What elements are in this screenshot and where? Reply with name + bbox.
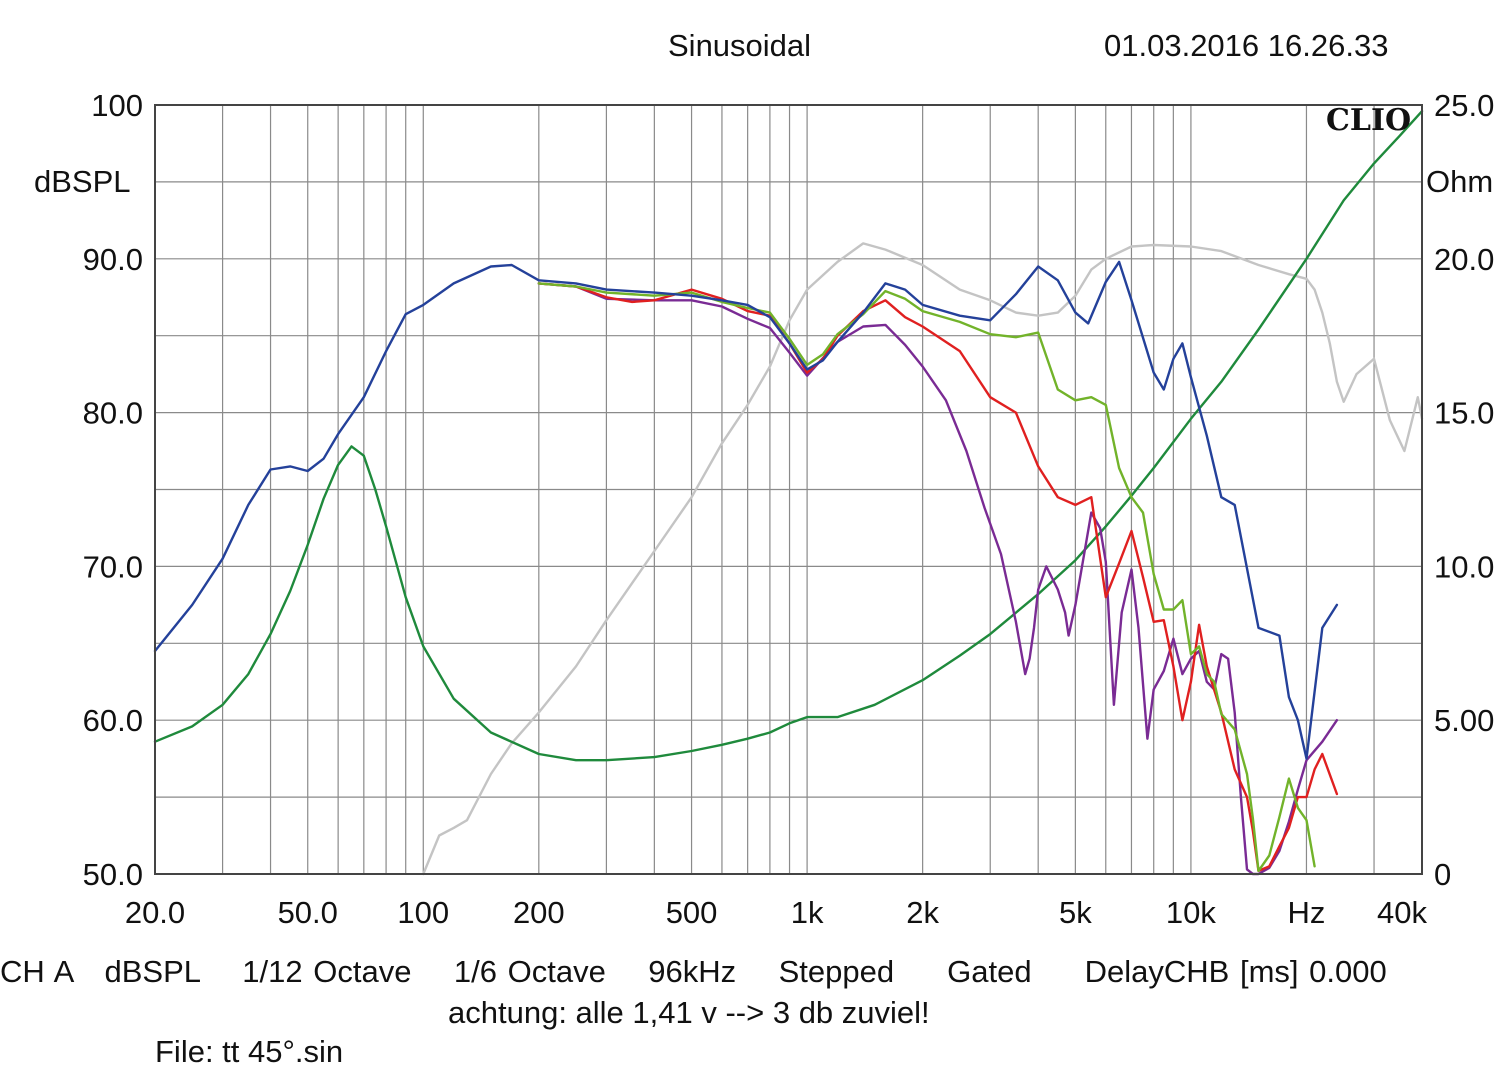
- x-tick-label: 50.0: [278, 895, 338, 930]
- x-tick-label: 500: [666, 895, 718, 930]
- series-line-3: [537, 282, 1339, 876]
- y-tick-label-left: 70.0: [83, 549, 143, 584]
- plot-frame: [154, 104, 1423, 875]
- y-tick-label-left: 50.0: [83, 857, 143, 892]
- y-tick-label-left: 90.0: [83, 242, 143, 277]
- series-line-5: [153, 109, 1424, 762]
- series-line-4: [422, 242, 1424, 876]
- y-axis-label-right: Ohm: [1426, 164, 1494, 199]
- measurement-settings: CH A dBSPL 1/12 Octave 1/6 Octave 96kHz …: [0, 954, 1387, 989]
- x-tick-label: 100: [397, 895, 449, 930]
- x-tick-label: 20.0: [125, 895, 185, 930]
- y-tick-label-right: 0: [1434, 857, 1451, 892]
- x-tick-label: 40k: [1377, 895, 1427, 930]
- y-tick-label-right: 5.00: [1434, 703, 1494, 738]
- file-name: File: tt 45°.sin: [155, 1034, 344, 1069]
- chart-title: Sinusoidal: [668, 28, 812, 63]
- y-tick-label-right: 10.0: [1434, 549, 1494, 584]
- series-group: [153, 109, 1424, 876]
- y-tick-label-left: 80.0: [83, 396, 143, 431]
- brand-logo: CLIO: [1326, 103, 1412, 138]
- x-tick-label: 200: [513, 895, 565, 930]
- timestamp: 01.03.2016 16.26.33: [1104, 28, 1389, 63]
- y-tick-label-right: 15.0: [1434, 396, 1494, 431]
- y-tick-label-right: 20.0: [1434, 242, 1494, 277]
- x-tick-label: 2k: [906, 895, 939, 930]
- x-tick-label: 5k: [1059, 895, 1092, 930]
- series-line-0: [153, 260, 1339, 760]
- x-tick-label: Hz: [1288, 895, 1326, 930]
- y-tick-label-left: 100: [91, 88, 143, 123]
- y-axis-label-left: dBSPL: [34, 164, 131, 199]
- y-tick-label-right: 25.0: [1434, 88, 1494, 123]
- y-tick-label-left: 60.0: [83, 703, 143, 738]
- grid: [155, 105, 1422, 874]
- series-line-2: [537, 282, 1316, 873]
- note: achtung: alle 1,41 v --> 3 db zuviel!: [448, 995, 930, 1030]
- tick-labels: 50.0 60.0 70.0 80.0 90.0 100 0 5.00 10.0 15.0 20.0…: [83, 88, 1495, 930]
- x-tick-label: 1k: [791, 895, 824, 930]
- x-tick-label: 10k: [1166, 895, 1216, 930]
- series-line-1: [537, 282, 1339, 873]
